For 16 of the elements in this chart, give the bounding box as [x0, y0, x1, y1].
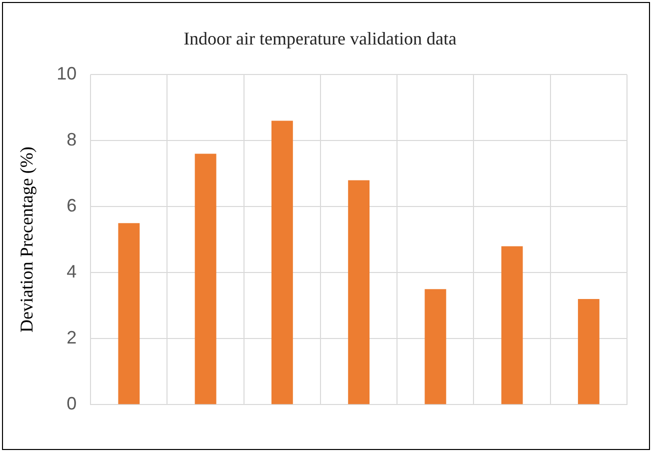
- chart-title: Indoor air temperature validation data: [184, 28, 456, 49]
- y-tick-label: 6: [66, 196, 77, 216]
- bar: [501, 246, 523, 404]
- bar: [348, 180, 370, 404]
- y-tick-label: 4: [66, 262, 77, 282]
- y-tick-label: 2: [66, 328, 77, 348]
- bar: [194, 154, 216, 404]
- bar: [424, 289, 446, 404]
- y-tick-label: 0: [66, 394, 77, 414]
- y-axis-title: Deviation Precentage (%): [16, 146, 37, 333]
- y-tick-label: 8: [66, 130, 77, 150]
- bar: [578, 299, 600, 404]
- bar: [118, 223, 140, 404]
- bar: [271, 120, 293, 404]
- chart-frame: Deviation Precentage (%) Indoor air temperature validation data 0 2 4 6 8 10: [2, 2, 650, 450]
- y-tick-label: 10: [56, 64, 77, 84]
